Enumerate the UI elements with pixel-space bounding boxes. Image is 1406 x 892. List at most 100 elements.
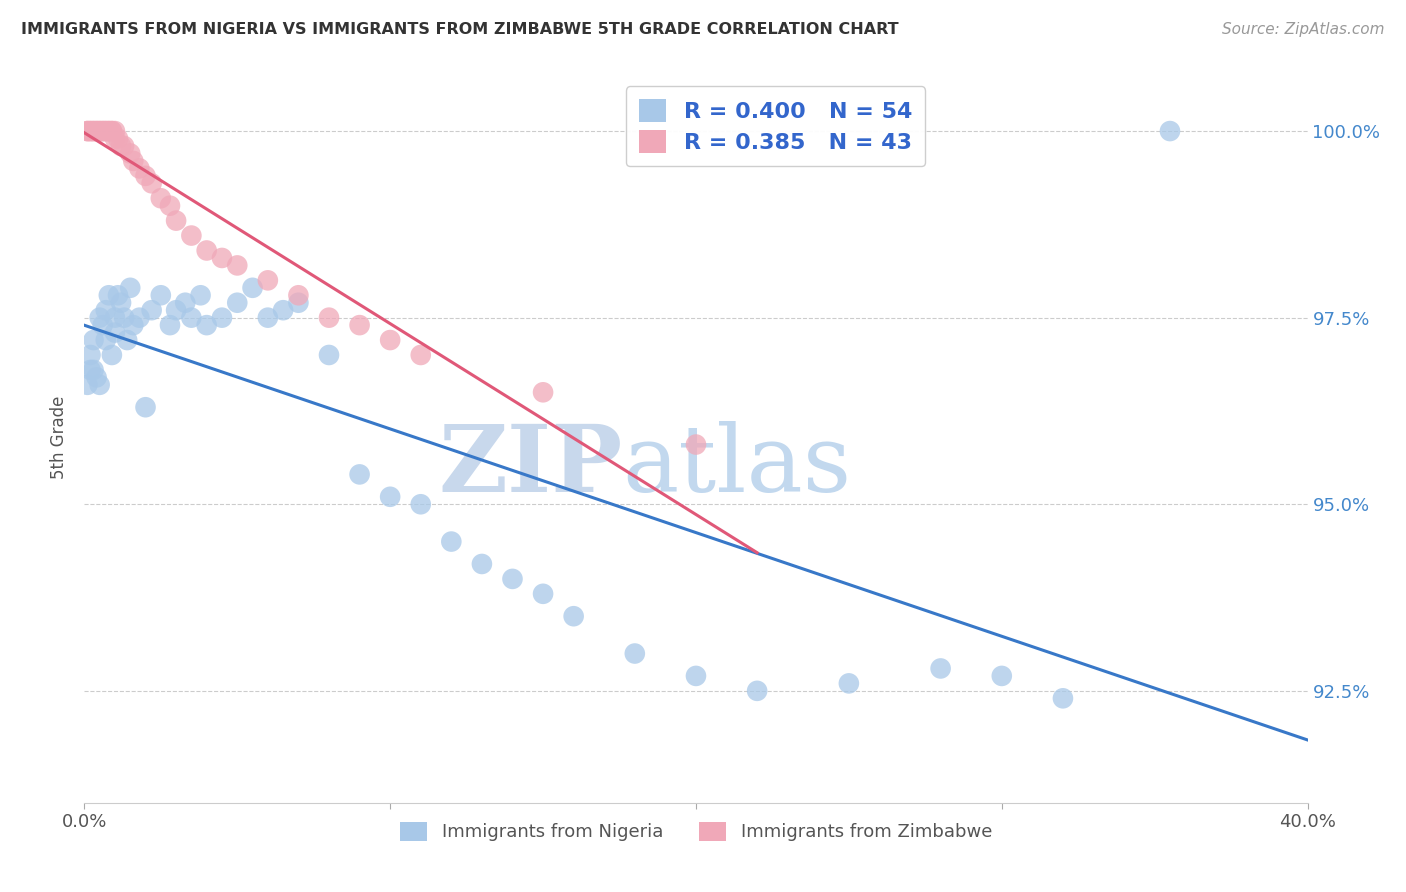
Point (226, 295, 249, 310)
Point (409, 497, 432, 511)
Point (149, 288, 172, 302)
Point (531, 385, 554, 400)
Point (318, 348, 340, 362)
Point (94, 333, 117, 347)
Legend: Immigrants from Nigeria, Immigrants from Zimbabwe: Immigrants from Nigeria, Immigrants from… (392, 814, 1000, 848)
Point (287, 295, 309, 310)
Point (159, 199, 181, 213)
Point (149, 191, 172, 205)
Point (141, 303, 163, 318)
Point (97, 124, 120, 138)
Point (86, 124, 108, 138)
Point (174, 295, 197, 310)
Point (76, 124, 98, 138)
Point (440, 534, 463, 549)
Point (104, 310, 127, 325)
Point (79, 124, 101, 138)
Point (101, 348, 124, 362)
Point (929, 661, 952, 675)
Text: IMMIGRANTS FROM NIGERIA VS IMMIGRANTS FROM ZIMBABWE 5TH GRADE CORRELATION CHART: IMMIGRANTS FROM NIGERIA VS IMMIGRANTS FR… (21, 22, 898, 37)
Point (97, 124, 120, 138)
Point (271, 303, 294, 318)
Point (349, 467, 371, 482)
Point (128, 310, 150, 325)
Point (531, 587, 554, 601)
Point (159, 318, 181, 332)
Point (79, 124, 101, 138)
Point (83, 124, 105, 138)
Point (104, 131, 127, 145)
Point (287, 288, 309, 302)
Point (349, 318, 371, 332)
Point (83, 333, 105, 347)
Point (195, 244, 218, 258)
Point (380, 490, 402, 504)
Point (165, 213, 187, 227)
Point (112, 139, 135, 153)
Point (94, 303, 117, 318)
Point (86, 370, 108, 384)
Point (112, 310, 135, 325)
Point (97, 288, 120, 302)
Point (165, 303, 187, 318)
Point (471, 557, 494, 571)
Point (76, 124, 98, 138)
Point (120, 146, 142, 161)
Text: atlas: atlas (623, 421, 852, 511)
Point (747, 683, 769, 698)
Point (257, 310, 280, 325)
Point (409, 348, 432, 362)
Point (115, 333, 138, 347)
Point (226, 259, 249, 273)
Point (94, 124, 117, 138)
Point (135, 401, 157, 415)
Point (79, 363, 101, 377)
Point (79, 348, 101, 362)
Point (110, 139, 132, 153)
Point (128, 161, 150, 176)
Point (94, 124, 117, 138)
Point (318, 310, 340, 325)
Point (380, 333, 402, 347)
Point (89, 377, 111, 392)
Point (257, 273, 280, 287)
Point (190, 288, 212, 302)
Point (180, 228, 202, 243)
Point (107, 131, 129, 145)
Point (101, 124, 124, 138)
Point (624, 647, 647, 661)
Point (83, 124, 105, 138)
Point (91, 124, 114, 138)
Point (1052, 691, 1074, 706)
Text: Source: ZipAtlas.com: Source: ZipAtlas.com (1222, 22, 1385, 37)
Point (86, 124, 108, 138)
Point (502, 572, 524, 586)
Point (91, 318, 114, 332)
Point (211, 310, 233, 325)
Point (107, 288, 129, 302)
Point (122, 318, 145, 332)
Point (76, 377, 98, 392)
Y-axis label: 5th Grade: 5th Grade (51, 395, 69, 479)
Text: ZIP: ZIP (439, 421, 623, 511)
Point (991, 669, 1014, 683)
Point (120, 281, 142, 295)
Point (242, 281, 264, 295)
Point (104, 124, 127, 138)
Point (83, 363, 105, 377)
Point (838, 676, 860, 690)
Point (1159, 124, 1181, 138)
Point (180, 310, 202, 325)
Point (110, 295, 132, 310)
Point (685, 437, 707, 451)
Point (89, 124, 111, 138)
Point (141, 177, 163, 191)
Point (89, 124, 111, 138)
Point (685, 669, 707, 683)
Point (122, 153, 145, 168)
Point (195, 318, 218, 332)
Point (101, 124, 124, 138)
Point (562, 609, 585, 624)
Point (104, 326, 127, 340)
Point (135, 169, 157, 183)
